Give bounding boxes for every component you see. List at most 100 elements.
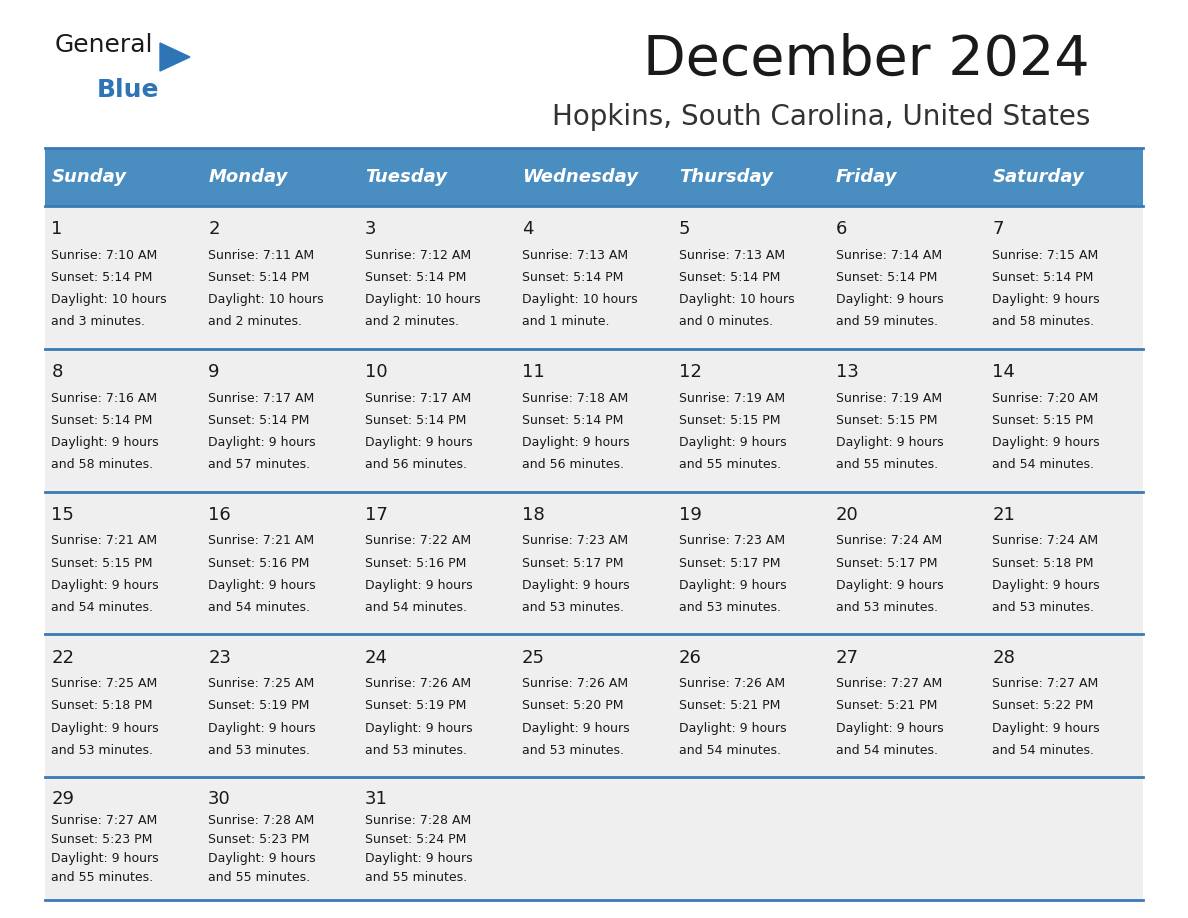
Text: and 54 minutes.: and 54 minutes.	[992, 458, 1094, 471]
Text: Sunrise: 7:10 AM: Sunrise: 7:10 AM	[51, 249, 158, 262]
Text: Daylight: 9 hours: Daylight: 9 hours	[835, 722, 943, 734]
Text: Sunrise: 7:24 AM: Sunrise: 7:24 AM	[835, 534, 942, 547]
Text: and 54 minutes.: and 54 minutes.	[835, 744, 937, 756]
Text: Daylight: 9 hours: Daylight: 9 hours	[992, 293, 1100, 306]
Text: Sunrise: 7:25 AM: Sunrise: 7:25 AM	[208, 677, 315, 690]
Text: 14: 14	[992, 364, 1016, 381]
Text: 3: 3	[365, 220, 377, 239]
Text: Daylight: 9 hours: Daylight: 9 hours	[835, 436, 943, 449]
Text: Sunset: 5:14 PM: Sunset: 5:14 PM	[208, 271, 310, 284]
Text: and 55 minutes.: and 55 minutes.	[51, 871, 153, 884]
Text: 19: 19	[678, 506, 702, 524]
Text: 10: 10	[365, 364, 387, 381]
Text: Daylight: 9 hours: Daylight: 9 hours	[365, 852, 473, 865]
Text: and 55 minutes.: and 55 minutes.	[365, 871, 467, 884]
Text: and 3 minutes.: and 3 minutes.	[51, 315, 145, 329]
Text: and 58 minutes.: and 58 minutes.	[51, 458, 153, 471]
Text: Daylight: 10 hours: Daylight: 10 hours	[522, 293, 638, 306]
Text: Sunset: 5:14 PM: Sunset: 5:14 PM	[522, 414, 624, 427]
Text: Sunrise: 7:27 AM: Sunrise: 7:27 AM	[992, 677, 1099, 690]
Text: and 2 minutes.: and 2 minutes.	[365, 315, 459, 329]
Text: Sunset: 5:23 PM: Sunset: 5:23 PM	[208, 834, 310, 846]
Text: and 56 minutes.: and 56 minutes.	[365, 458, 467, 471]
Text: Daylight: 9 hours: Daylight: 9 hours	[51, 722, 159, 734]
Text: and 54 minutes.: and 54 minutes.	[992, 744, 1094, 756]
Text: Sunset: 5:24 PM: Sunset: 5:24 PM	[365, 834, 467, 846]
Text: and 0 minutes.: and 0 minutes.	[678, 315, 773, 329]
Text: 6: 6	[835, 220, 847, 239]
Text: Sunset: 5:14 PM: Sunset: 5:14 PM	[365, 414, 467, 427]
Text: and 53 minutes.: and 53 minutes.	[208, 744, 310, 756]
Text: Sunset: 5:19 PM: Sunset: 5:19 PM	[365, 700, 467, 712]
Text: 25: 25	[522, 649, 545, 666]
Text: Daylight: 9 hours: Daylight: 9 hours	[522, 722, 630, 734]
Text: Sunrise: 7:16 AM: Sunrise: 7:16 AM	[51, 392, 157, 405]
Bar	[45, 206, 1143, 349]
Text: Sunset: 5:14 PM: Sunset: 5:14 PM	[51, 271, 152, 284]
Bar	[45, 349, 1143, 492]
Text: Daylight: 9 hours: Daylight: 9 hours	[835, 578, 943, 592]
Text: Sunset: 5:14 PM: Sunset: 5:14 PM	[678, 271, 781, 284]
Text: Sunset: 5:22 PM: Sunset: 5:22 PM	[992, 700, 1094, 712]
Text: Wednesday: Wednesday	[522, 168, 638, 186]
Text: Daylight: 9 hours: Daylight: 9 hours	[522, 436, 630, 449]
Text: and 54 minutes.: and 54 minutes.	[208, 601, 310, 614]
Text: Sunset: 5:19 PM: Sunset: 5:19 PM	[208, 700, 310, 712]
Text: Sunset: 5:15 PM: Sunset: 5:15 PM	[835, 414, 937, 427]
Text: Friday: Friday	[835, 168, 897, 186]
Text: Daylight: 9 hours: Daylight: 9 hours	[208, 578, 316, 592]
Text: Sunrise: 7:14 AM: Sunrise: 7:14 AM	[835, 249, 942, 262]
Text: Sunrise: 7:26 AM: Sunrise: 7:26 AM	[678, 677, 785, 690]
Text: and 58 minutes.: and 58 minutes.	[992, 315, 1094, 329]
Text: and 56 minutes.: and 56 minutes.	[522, 458, 624, 471]
Text: Daylight: 9 hours: Daylight: 9 hours	[208, 436, 316, 449]
Text: and 54 minutes.: and 54 minutes.	[51, 601, 153, 614]
Text: Sunrise: 7:22 AM: Sunrise: 7:22 AM	[365, 534, 472, 547]
Text: 12: 12	[678, 364, 702, 381]
Text: and 53 minutes.: and 53 minutes.	[51, 744, 153, 756]
Text: 11: 11	[522, 364, 544, 381]
Text: 18: 18	[522, 506, 544, 524]
Text: Blue: Blue	[97, 78, 159, 102]
Text: Sunrise: 7:19 AM: Sunrise: 7:19 AM	[678, 392, 785, 405]
Text: Sunrise: 7:26 AM: Sunrise: 7:26 AM	[522, 677, 628, 690]
Text: 1: 1	[51, 220, 63, 239]
Text: 5: 5	[678, 220, 690, 239]
Text: and 55 minutes.: and 55 minutes.	[208, 871, 310, 884]
Text: Daylight: 9 hours: Daylight: 9 hours	[208, 852, 316, 865]
Text: Sunset: 5:21 PM: Sunset: 5:21 PM	[678, 700, 781, 712]
Text: and 53 minutes.: and 53 minutes.	[835, 601, 937, 614]
Text: Daylight: 9 hours: Daylight: 9 hours	[51, 436, 159, 449]
Text: Daylight: 9 hours: Daylight: 9 hours	[51, 578, 159, 592]
Text: 17: 17	[365, 506, 387, 524]
Text: 8: 8	[51, 364, 63, 381]
Text: Sunrise: 7:26 AM: Sunrise: 7:26 AM	[365, 677, 472, 690]
Text: 4: 4	[522, 220, 533, 239]
Text: Sunset: 5:18 PM: Sunset: 5:18 PM	[51, 700, 153, 712]
Text: Sunrise: 7:19 AM: Sunrise: 7:19 AM	[835, 392, 942, 405]
Text: Daylight: 9 hours: Daylight: 9 hours	[208, 722, 316, 734]
Text: Daylight: 9 hours: Daylight: 9 hours	[992, 722, 1100, 734]
Text: 7: 7	[992, 220, 1004, 239]
Text: Sunset: 5:18 PM: Sunset: 5:18 PM	[992, 556, 1094, 570]
Text: Sunset: 5:20 PM: Sunset: 5:20 PM	[522, 700, 624, 712]
Text: Daylight: 10 hours: Daylight: 10 hours	[51, 293, 166, 306]
Text: Daylight: 9 hours: Daylight: 9 hours	[51, 852, 159, 865]
Text: Sunset: 5:14 PM: Sunset: 5:14 PM	[522, 271, 624, 284]
Text: Sunrise: 7:12 AM: Sunrise: 7:12 AM	[365, 249, 472, 262]
Text: and 53 minutes.: and 53 minutes.	[365, 744, 467, 756]
Text: and 54 minutes.: and 54 minutes.	[678, 744, 781, 756]
Bar	[45, 634, 1143, 778]
Text: General: General	[55, 33, 153, 57]
Text: Sunset: 5:17 PM: Sunset: 5:17 PM	[678, 556, 781, 570]
Bar	[45, 492, 1143, 634]
Text: Sunrise: 7:20 AM: Sunrise: 7:20 AM	[992, 392, 1099, 405]
Text: Saturday: Saturday	[992, 168, 1085, 186]
Text: Daylight: 9 hours: Daylight: 9 hours	[992, 436, 1100, 449]
Text: and 1 minute.: and 1 minute.	[522, 315, 609, 329]
Text: Sunrise: 7:13 AM: Sunrise: 7:13 AM	[522, 249, 628, 262]
Text: Daylight: 9 hours: Daylight: 9 hours	[522, 578, 630, 592]
Text: 24: 24	[365, 649, 388, 666]
Text: Sunset: 5:15 PM: Sunset: 5:15 PM	[678, 414, 781, 427]
Text: Daylight: 9 hours: Daylight: 9 hours	[835, 293, 943, 306]
